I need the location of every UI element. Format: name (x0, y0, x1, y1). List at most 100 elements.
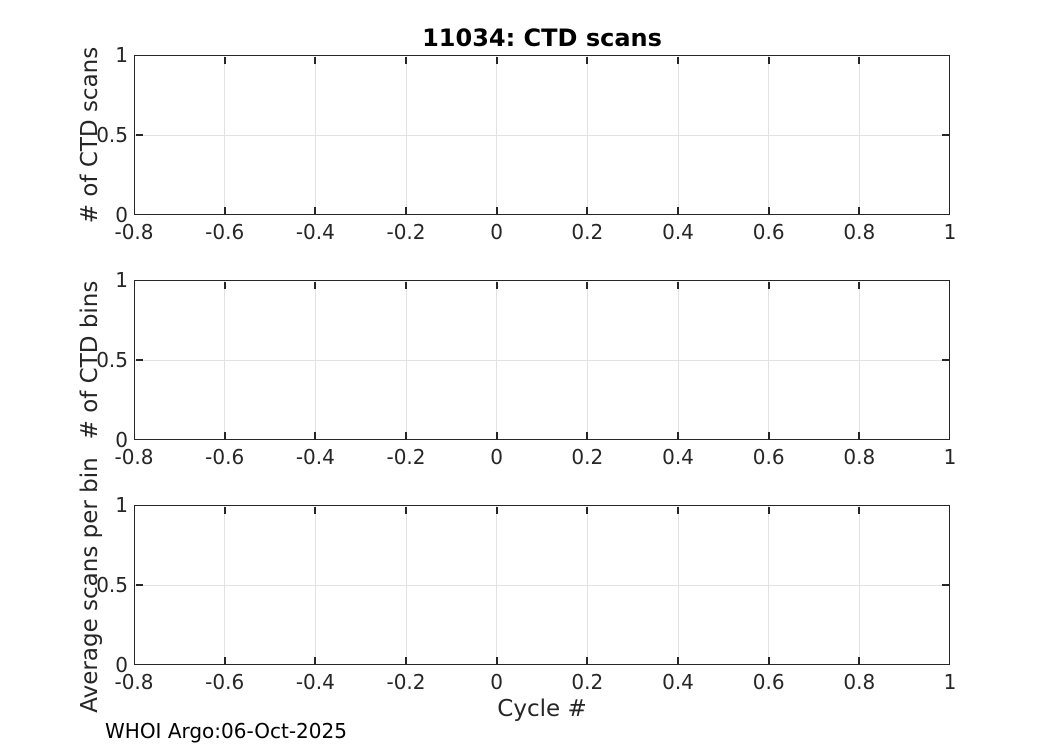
x-tick-label: 0.4 (662, 220, 694, 244)
tick-mark-top (495, 56, 498, 64)
x-tick-label: -0.8 (114, 670, 154, 694)
tick-mark-bottom (767, 431, 770, 439)
tick-mark-bottom (767, 656, 770, 664)
x-tick-label: -0.4 (295, 670, 335, 694)
tick-mark-top (677, 506, 679, 514)
x-tick-label: 0.6 (752, 445, 785, 469)
tick-mark-bottom (677, 431, 679, 439)
tick-mark-bottom (858, 206, 861, 214)
x-tick-label: -0.2 (386, 445, 426, 469)
x-tick-label: -0.6 (205, 445, 245, 469)
x-tick-label: 0.6 (752, 220, 785, 244)
axes-box (134, 55, 950, 215)
gridline-horizontal (134, 584, 950, 586)
tick-mark-top (405, 506, 407, 514)
y-axis-label: Average scans per bin (77, 457, 103, 713)
tick-mark-top (586, 506, 589, 514)
x-tick-label: -0.4 (295, 220, 335, 244)
tick-mark-bottom (677, 656, 679, 664)
x-tick-label: -0.6 (205, 220, 245, 244)
tick-mark-top (314, 281, 317, 289)
tick-mark-top (767, 281, 770, 289)
tick-mark-top (223, 281, 226, 289)
y-tick-label: 1 (115, 268, 128, 292)
x-tick-label: 0 (490, 670, 504, 694)
tick-mark-top (495, 281, 498, 289)
x-tick-label: 1 (943, 220, 957, 244)
y-tick-label: 1 (115, 493, 128, 517)
x-tick-label: 0.4 (662, 670, 694, 694)
y-tick-label: 0.5 (96, 348, 128, 372)
tick-mark-left (135, 134, 143, 136)
x-tick-label: -0.6 (205, 670, 245, 694)
tick-mark-top (314, 56, 317, 64)
tick-mark-bottom (405, 431, 407, 439)
tick-mark-top (677, 56, 679, 64)
x-tick-label: -0.4 (295, 445, 335, 469)
tick-mark-top (223, 56, 226, 64)
y-tick-label: 0.5 (96, 573, 128, 597)
tick-mark-bottom (223, 431, 226, 439)
plot-area-1: -0.8 -0.6 -0.4 -0.2 0 0.2 0.4 0.6 0.8 1 0 0.5 1 # of … (77, 43, 956, 244)
tick-mark-bottom (314, 431, 317, 439)
tick-mark-bottom (858, 431, 861, 439)
tick-mark-right (941, 584, 949, 586)
y-tick-label: 1 (115, 43, 128, 67)
tick-mark-top (586, 56, 589, 64)
x-tick-label: 0.6 (752, 670, 785, 694)
tick-mark-bottom (314, 206, 317, 214)
tick-mark-bottom (405, 206, 407, 214)
axes-box (134, 505, 950, 665)
x-tick-label: -0.8 (114, 220, 154, 244)
x-tick-label: 0.8 (843, 445, 876, 469)
x-tick-label: 0 (490, 445, 504, 469)
tick-mark-bottom (586, 656, 589, 664)
y-tick-label: 0 (115, 428, 128, 452)
tick-mark-top (858, 506, 861, 514)
x-tick-label: 0.2 (571, 670, 604, 694)
x-tick-label: 1 (943, 445, 957, 469)
axes-box (134, 280, 950, 440)
tick-mark-bottom (405, 656, 407, 664)
x-tick-label: 0.8 (843, 220, 876, 244)
tick-mark-bottom (223, 206, 226, 214)
tick-mark-top (223, 506, 226, 514)
gridline-horizontal (134, 134, 950, 136)
tick-mark-top (314, 506, 317, 514)
x-tick-label: 1 (943, 670, 957, 694)
tick-mark-top (405, 281, 407, 289)
y-axis-label: # of CTD bins (77, 280, 103, 440)
tick-mark-bottom (586, 206, 589, 214)
tick-mark-top (767, 56, 770, 64)
plot-area-3: -0.8 -0.6 -0.4 -0.2 0 0.2 0.4 0.6 0.8 1 0 0.5 1 Avera… (77, 457, 956, 712)
x-tick-label: -0.2 (386, 670, 426, 694)
tick-mark-bottom (223, 656, 226, 664)
tick-mark-bottom (586, 431, 589, 439)
watermark-text: WHOI Argo:06-Oct-2025 (105, 719, 347, 743)
x-tick-label: 0.8 (843, 670, 876, 694)
tick-mark-bottom (495, 431, 498, 439)
x-tick-label: 0.4 (662, 445, 694, 469)
plot-area-2: -0.8 -0.6 -0.4 -0.2 0 0.2 0.4 0.6 0.8 1 0 0.5 1 # of … (77, 268, 956, 469)
x-tick-label: 0.2 (571, 445, 604, 469)
tick-mark-top (405, 56, 407, 64)
tick-mark-top (495, 506, 498, 514)
tick-mark-top (586, 281, 589, 289)
tick-mark-left (135, 359, 143, 361)
x-tick-label: 0.2 (571, 220, 604, 244)
tick-mark-top (858, 281, 861, 289)
tick-mark-bottom (495, 206, 498, 214)
tick-mark-top (677, 281, 679, 289)
y-axis-label: # of CTD scans (77, 46, 103, 224)
tick-mark-bottom (495, 656, 498, 664)
y-tick-label: 0 (115, 203, 128, 227)
x-tick-label: 0 (490, 220, 504, 244)
tick-mark-bottom (314, 656, 317, 664)
y-tick-label: 0.5 (96, 123, 128, 147)
tick-mark-right (941, 134, 949, 136)
tick-mark-bottom (677, 206, 679, 214)
x-tick-label: -0.2 (386, 220, 426, 244)
x-axis-label: Cycle # (497, 696, 587, 722)
y-tick-label: 0 (115, 653, 128, 677)
